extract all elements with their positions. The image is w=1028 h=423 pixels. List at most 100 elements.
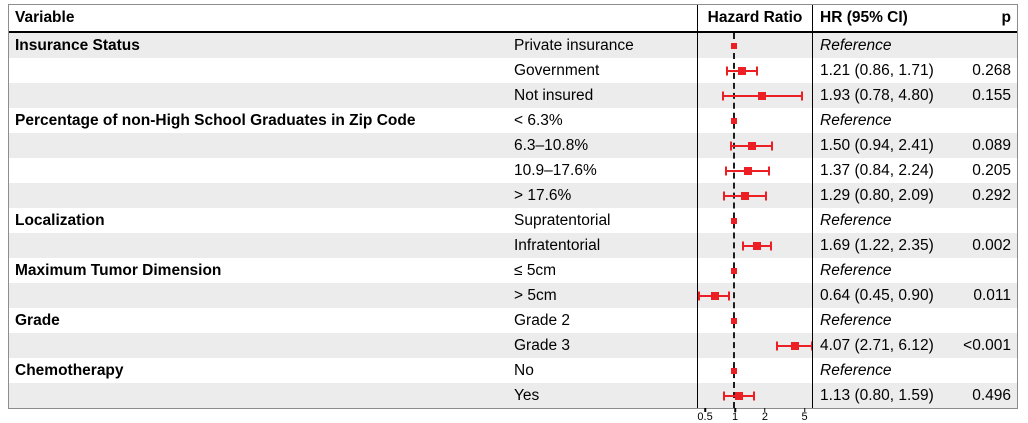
variable-label: Maximum Tumor Dimension: [15, 262, 222, 279]
axis-tick-label: 5: [801, 411, 808, 423]
hr-ci-p-cell: 1.37 (0.84, 2.24) 0.205: [813, 158, 1017, 183]
hr-ci-value: 1.93 (0.78, 4.80): [820, 87, 934, 104]
hr-plot-cell: [697, 58, 813, 83]
ci-cap: [767, 166, 770, 175]
ci-cap: [723, 191, 726, 200]
ci-cap: [800, 91, 803, 100]
variable-label: Insurance Status: [15, 37, 140, 54]
table-row: Government 1.21 (0.86, 1.71) 0.268: [9, 58, 1017, 83]
table-row: Chemotherapy No Reference: [9, 358, 1017, 383]
p-value: 0.155: [972, 87, 1011, 104]
ci-cap: [769, 241, 772, 250]
ci-cap: [728, 291, 731, 300]
hr-ci-value: Reference: [820, 112, 892, 129]
p-value: [1011, 358, 1017, 383]
category-label: Infratentorial: [514, 237, 601, 254]
hr-plot-cell: [697, 108, 813, 133]
table-row: > 17.6% 1.29 (0.80, 2.09) 0.292: [9, 183, 1017, 208]
table-header-row: Variable Hazard Ratio HR (95% CI) p: [9, 5, 1017, 33]
hr-ci-value: Reference: [820, 312, 892, 329]
hr-ci-value: 4.07 (2.71, 6.12): [820, 337, 934, 354]
hr-ci-p-cell: 1.13 (0.80, 1.59) 0.496: [813, 383, 1017, 408]
hr-ci-value: 1.37 (0.84, 2.24): [820, 162, 934, 179]
hr-plot-cell: [697, 33, 813, 58]
hr-plot-cell: [697, 383, 813, 408]
hr-point-marker: [743, 166, 752, 175]
ci-cap: [753, 391, 756, 400]
ci-cap: [741, 241, 744, 250]
ci-cap: [725, 166, 728, 175]
variable-label: [9, 333, 514, 358]
variable-label: [9, 283, 514, 308]
table-row: Infratentorial 1.69 (1.22, 2.35) 0.002: [9, 233, 1017, 258]
variable-label: [9, 133, 514, 158]
hr-ci-p-cell: 1.93 (0.78, 4.80) 0.155: [813, 83, 1017, 108]
forest-table-body: Insurance Status Private insurance Referen…: [9, 33, 1017, 408]
hr-point-marker: [735, 391, 744, 400]
hr-point-marker: [741, 191, 749, 200]
hr-ci-value: 1.29 (0.80, 2.09): [820, 187, 934, 204]
category-label: < 6.3%: [514, 112, 563, 129]
table-row: Insurance Status Private insurance Referen…: [9, 33, 1017, 58]
category-label: Yes: [514, 387, 540, 404]
p-value: 0.002: [972, 237, 1011, 254]
hr-plot-cell: [697, 308, 813, 333]
axis-tick: [734, 408, 736, 412]
variable-label: [9, 183, 514, 208]
category-label: Private insurance: [514, 37, 634, 54]
ci-cap: [764, 191, 767, 200]
hr-ci-value: 1.69 (1.22, 2.35): [820, 237, 934, 254]
hr-point-marker: [738, 66, 747, 75]
variable-label: [9, 158, 514, 183]
ci-cap: [771, 141, 773, 150]
hr-ci-value: 1.21 (0.86, 1.71): [820, 62, 934, 79]
hr-ci-p-cell: 4.07 (2.71, 6.12) <0.001: [813, 333, 1017, 358]
hr-ci-p-cell: 1.29 (0.80, 2.09) 0.292: [813, 183, 1017, 208]
table-row: Yes 1.13 (0.80, 1.59) 0.496: [9, 383, 1017, 408]
category-label: Government: [514, 62, 600, 79]
hr-ci-p-cell: 1.69 (1.22, 2.35) 0.002: [813, 233, 1017, 258]
variable-label: [9, 58, 514, 83]
hr-point-marker: [752, 241, 761, 250]
hr-plot-cell: [697, 208, 813, 233]
ci-cap: [723, 391, 726, 400]
category-label: Not insured: [514, 87, 594, 104]
forest-plot-table: Variable Hazard Ratio HR (95% CI) p Insu…: [8, 4, 1018, 409]
hr-ci-p-cell: Reference: [813, 33, 1017, 58]
ci-cap: [756, 66, 759, 75]
hr-point-marker: [731, 42, 737, 49]
p-value: [1011, 208, 1017, 233]
category-label: 6.3–10.8%: [514, 137, 589, 154]
hr-plot-cell: [697, 333, 813, 358]
axis-tick: [704, 408, 706, 412]
header-p: p: [1001, 9, 1011, 26]
hr-ci-p-cell: Reference: [813, 108, 1017, 133]
hr-ci-p-cell: Reference: [813, 308, 1017, 333]
hr-ci-p-cell: 1.21 (0.86, 1.71) 0.268: [813, 58, 1017, 83]
category-label: Supratentorial: [514, 212, 611, 229]
ci-cap: [730, 141, 733, 150]
hr-point-marker: [731, 267, 737, 274]
p-value: [1011, 258, 1017, 283]
p-value: <0.001: [963, 337, 1011, 354]
table-row: 10.9–17.6% 1.37 (0.84, 2.24) 0.205: [9, 158, 1017, 183]
axis-tick-label: 0.5: [697, 411, 713, 423]
table-row: 6.3–10.8% 1.50 (0.94, 2.41) 0.089: [9, 133, 1017, 158]
header-variable: Variable: [15, 9, 75, 26]
ci-cap: [726, 66, 729, 75]
table-row: Grade 3 4.07 (2.71, 6.12) <0.001: [9, 333, 1017, 358]
variable-label: [9, 233, 514, 258]
variable-label: Localization: [15, 212, 105, 229]
hr-plot-cell: [697, 83, 813, 108]
p-value: [1011, 33, 1017, 58]
p-value: 0.011: [973, 287, 1011, 304]
hr-plot-cell: [697, 358, 813, 383]
header-right-group: HR (95% CI) p: [813, 5, 1017, 31]
p-value: [1011, 308, 1017, 333]
hr-ci-value: Reference: [820, 37, 892, 54]
hr-ci-p-cell: 0.64 (0.45, 0.90) 0.011: [813, 283, 1017, 308]
table-row: Grade Grade 2 Reference: [9, 308, 1017, 333]
hr-point-marker: [790, 341, 799, 350]
p-value: 0.205: [972, 162, 1011, 179]
category-label: No: [514, 362, 534, 379]
